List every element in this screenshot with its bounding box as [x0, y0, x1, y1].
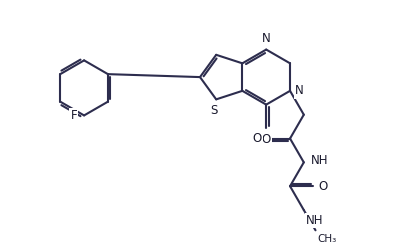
Text: O: O	[261, 133, 271, 146]
Text: F: F	[71, 109, 77, 122]
Text: NH: NH	[306, 214, 323, 227]
Text: NH: NH	[311, 154, 328, 167]
Text: N: N	[295, 84, 304, 97]
Text: O: O	[319, 180, 328, 193]
Text: CH₃: CH₃	[317, 234, 337, 244]
Text: O: O	[252, 132, 262, 145]
Text: N: N	[262, 32, 270, 45]
Text: S: S	[210, 104, 218, 117]
